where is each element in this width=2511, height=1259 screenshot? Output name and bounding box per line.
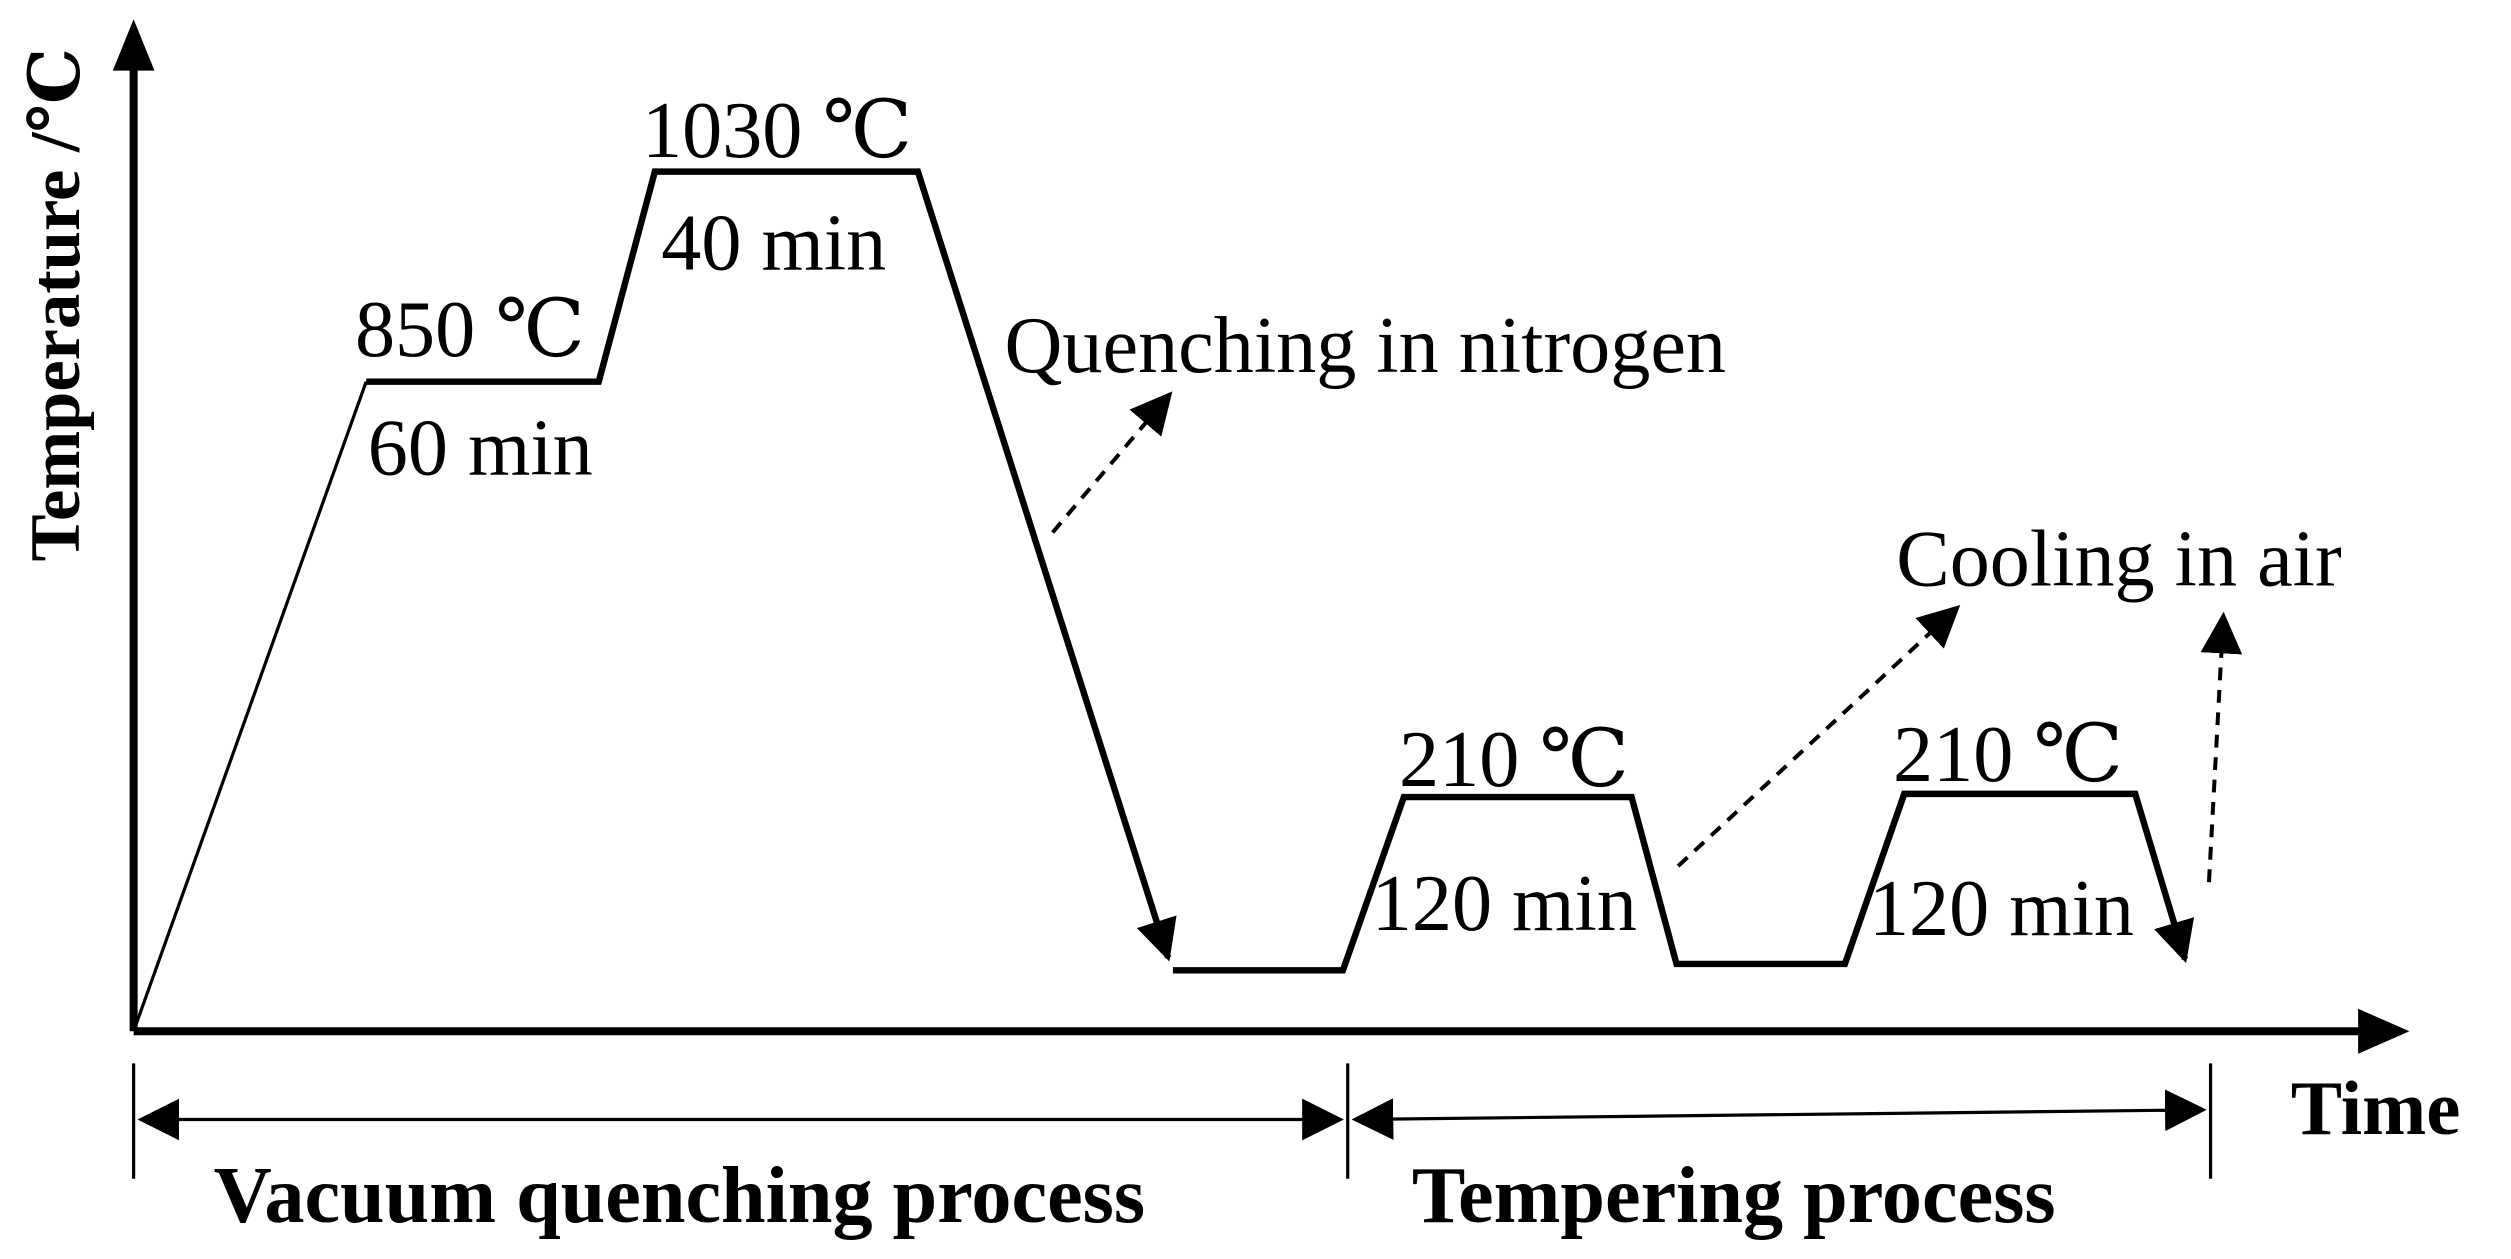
y-axis-arrow-icon [112,19,155,71]
x-axis-arrow-icon [2358,1008,2410,1054]
stage-3-temperature: 210 ℃ [1399,716,1629,804]
tempering-process-label: Tempering process [1412,1152,2056,1240]
cooling-pointer-arrow [1676,605,1961,868]
quench-annotation: Quenching in nitrogen [1005,302,1727,390]
cooling-annotation: Cooling in air [1896,515,2341,603]
stage-1-temperature: 850 ℃ [355,286,585,374]
tempering-span-arrow [1351,1089,2207,1140]
vacuum-process-label: Vacuum quenching process [214,1152,1145,1240]
tempering-curve [1172,790,2195,974]
stage-2-temperature: 1030 ℃ [642,87,912,175]
y-axis-label: Temperature /℃ [17,48,95,562]
stage-1-duration: 60 min [368,405,593,493]
x-axis-label: Time [2291,1065,2461,1151]
heating-ramp [132,381,368,1032]
stage-3-duration: 120 min [1372,860,1637,948]
stage-2-duration: 40 min [661,199,886,287]
temperature-curve [366,168,1177,962]
quench-pointer-arrow [1051,391,1173,534]
stage-4-duration: 120 min [1869,865,2134,953]
stage-4-temperature: 210 ℃ [1893,711,2123,799]
cooling-pointer-arrow-2 [2200,611,2243,883]
